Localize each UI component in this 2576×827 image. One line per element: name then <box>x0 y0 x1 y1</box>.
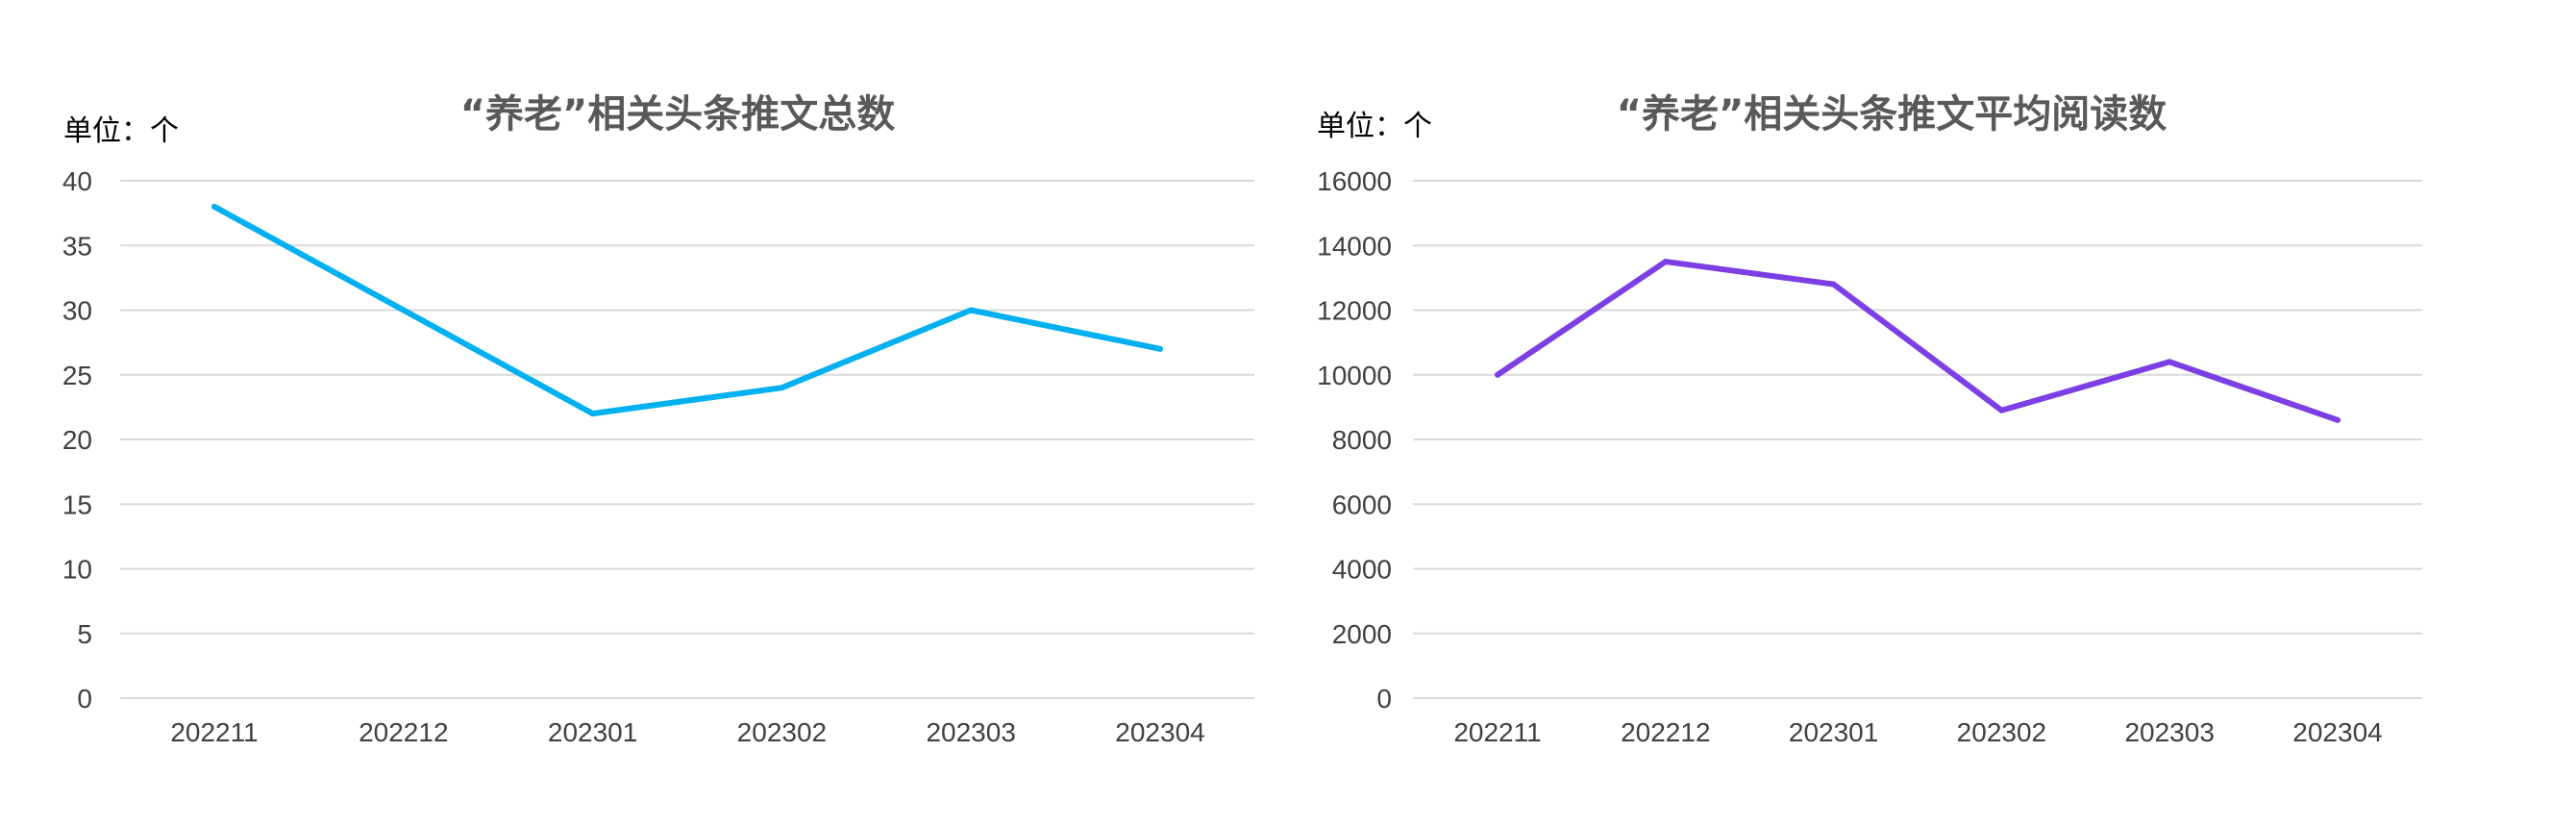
x-tick-label: 202211 <box>170 717 258 747</box>
x-tick-label: 202303 <box>926 717 1015 747</box>
chart-title: “养老”相关头条推文总数 <box>460 92 896 137</box>
gridlines <box>1413 180 2422 699</box>
x-tick-label: 202304 <box>1115 717 1204 747</box>
data-point <box>1495 371 1500 378</box>
data-point <box>1998 407 2005 414</box>
x-tick-label: 202304 <box>2292 717 2382 747</box>
data-point <box>968 307 975 313</box>
y-tick-label: 10000 <box>1317 361 1392 390</box>
x-tick-label: 202301 <box>548 717 637 747</box>
y-tick-label: 0 <box>77 684 92 714</box>
x-tick-label: 202302 <box>737 717 827 747</box>
data-point <box>1662 259 1669 265</box>
data-point <box>589 411 596 417</box>
y-tick-label: 25 <box>62 361 92 390</box>
data-point <box>211 203 217 210</box>
y-tick-label: 35 <box>62 231 92 261</box>
y-tick-label: 0 <box>1376 684 1392 714</box>
series-line <box>211 203 1163 417</box>
x-axis-ticks: 202211 202212 202301 202302 202303 202304 <box>170 717 1204 747</box>
chart-avg-reads: “养老”相关头条推文平均阅读数 单位：个 0 2000 4000 6000 8000 10… <box>1317 92 2422 747</box>
data-point <box>1157 345 1163 352</box>
unit-label: 单位：个 <box>1317 110 1432 143</box>
data-point <box>1830 281 1837 288</box>
y-tick-label: 8000 <box>1332 425 1392 455</box>
x-tick-label: 202302 <box>1957 717 2046 747</box>
x-tick-label: 202211 <box>1453 717 1541 747</box>
y-tick-label: 15 <box>62 489 92 519</box>
y-tick-label: 10 <box>62 555 92 585</box>
x-axis-ticks: 202211 202212 202301 202302 202303 202304 <box>1453 717 2382 747</box>
y-tick-label: 5 <box>77 619 92 649</box>
y-tick-label: 4000 <box>1332 555 1392 585</box>
y-axis-ticks: 0 5 10 15 20 25 30 35 40 <box>62 166 92 714</box>
y-tick-label: 20 <box>62 425 92 455</box>
y-tick-label: 12000 <box>1317 296 1392 326</box>
data-point <box>400 307 407 313</box>
y-tick-label: 16000 <box>1317 166 1392 196</box>
y-tick-label: 14000 <box>1317 231 1392 261</box>
series-layer <box>211 203 1163 417</box>
data-point <box>2167 359 2173 365</box>
x-tick-label: 202301 <box>1789 717 1878 747</box>
gridlines <box>120 180 1254 699</box>
data-point <box>779 385 785 391</box>
unit-label: 单位：个 <box>63 114 179 148</box>
data-point <box>2335 416 2341 423</box>
chart-total-posts: “养老”相关头条推文总数 单位：个 0 5 10 15 20 25 30 35 40 20221… <box>62 92 1254 747</box>
x-tick-label: 202212 <box>1621 717 1710 747</box>
y-tick-label: 40 <box>62 166 92 196</box>
chart-title: “养老”相关头条推文平均阅读数 <box>1617 92 2167 137</box>
y-axis-ticks: 0 2000 4000 6000 8000 10000 12000 14000 16000 <box>1317 166 1392 714</box>
y-tick-label: 6000 <box>1332 489 1392 519</box>
x-tick-label: 202212 <box>359 717 448 747</box>
x-tick-label: 202303 <box>2124 717 2214 747</box>
series-layer <box>1495 259 2341 423</box>
series-line <box>1495 259 2341 423</box>
y-tick-label: 30 <box>62 296 92 326</box>
y-tick-label: 2000 <box>1332 619 1392 649</box>
